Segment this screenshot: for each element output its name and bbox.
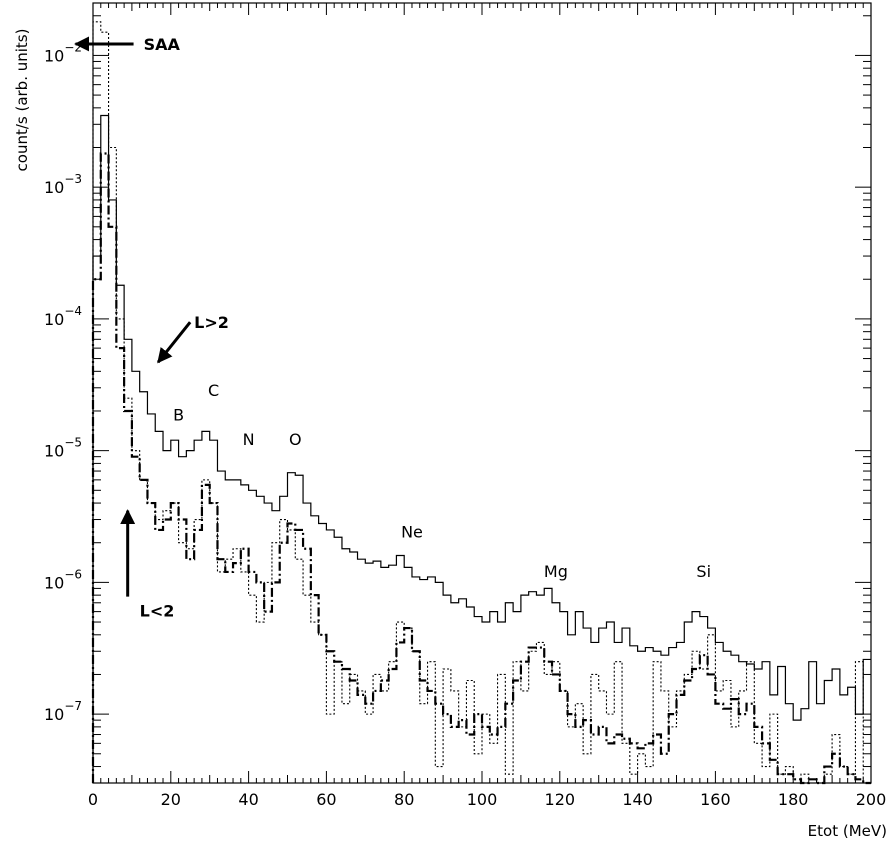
annotation-b: B: [173, 405, 184, 424]
annotation-c: C: [208, 381, 219, 400]
y-tick-label: 10−3: [44, 172, 82, 197]
x-tick-label: 100: [467, 790, 498, 809]
plot-frame: [92, 2, 872, 784]
y-tick-label: 10−4: [44, 304, 82, 329]
annotation-mg: Mg: [544, 562, 568, 581]
x-tick-label: 120: [545, 790, 576, 809]
annotation-l-2: L>2: [194, 313, 229, 332]
x-tick-label: 80: [394, 790, 414, 809]
x-axis-label: Etot (MeV): [808, 822, 887, 840]
x-tick-label: 60: [316, 790, 336, 809]
y-axis-label: count/s (arb. units): [13, 29, 31, 172]
annotation-l-2: L<2: [140, 602, 175, 621]
annotation-ne: Ne: [401, 522, 423, 541]
x-tick-label: 40: [238, 790, 258, 809]
x-tick-label: 160: [700, 790, 731, 809]
annotation-l-2-arrow: [156, 321, 192, 364]
y-tick-labels: 10−710−610−510−410−310−2: [44, 40, 82, 724]
x-tick-label: 200: [856, 790, 887, 809]
series-solid-line: [92, 114, 871, 783]
y-tick-label: 10−6: [44, 567, 82, 592]
annotation-saa: SAA: [144, 35, 181, 54]
x-tick-label: 0: [88, 790, 98, 809]
annotations: SAA L>2 L<2 B C N O Ne Mg Si: [74, 35, 711, 621]
y-tick-label: 10−7: [44, 699, 82, 724]
series-layer: [91, 21, 871, 785]
annotation-n: N: [243, 430, 255, 449]
annotation-o: O: [289, 430, 302, 449]
annotation-si: Si: [696, 562, 711, 581]
x-tick-label: 140: [622, 790, 653, 809]
tick-marks: [92, 3, 872, 784]
series-dashdot-line: [91, 152, 871, 785]
x-tick-label: 20: [161, 790, 181, 809]
y-tick-label: 10−5: [44, 436, 82, 461]
x-tick-labels: 0 20 40 60 80 100 120 140 160 180 200: [88, 790, 886, 809]
x-tick-label: 180: [778, 790, 809, 809]
series-dotted-line: [92, 21, 871, 784]
